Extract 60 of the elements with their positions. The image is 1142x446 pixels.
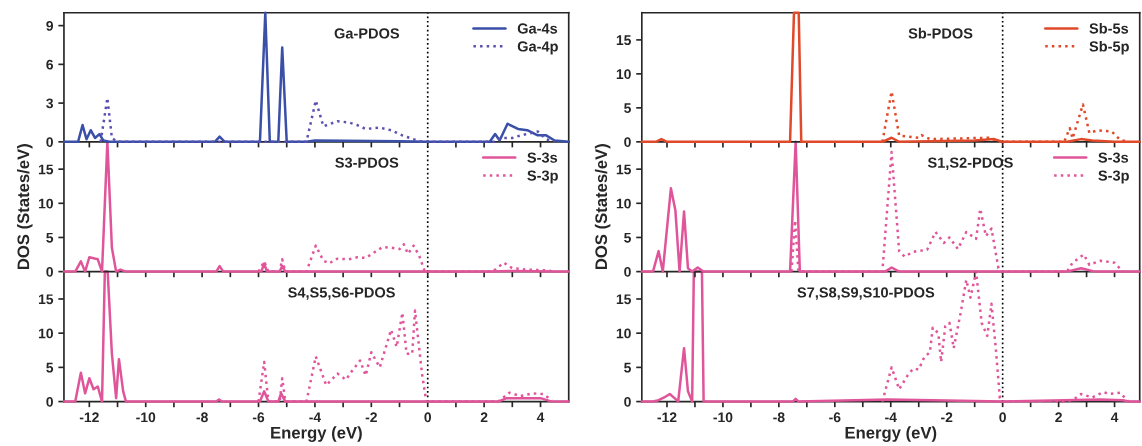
- y-axis-title: DOS (States/eV): [17, 144, 33, 270]
- y-tick-label: 15: [616, 294, 631, 305]
- y-tick-label: 9: [46, 20, 54, 31]
- y-tick-label: 6: [46, 59, 54, 70]
- y-tick-label: 10: [38, 328, 53, 339]
- x-tick-label: -2: [941, 412, 953, 423]
- y-tick-label: 5: [624, 362, 631, 373]
- legend-label: S-3p: [1098, 170, 1129, 184]
- y-tick-label: 0: [624, 396, 631, 407]
- y-tick-label: 0: [46, 396, 53, 407]
- y-tick-label: 0: [46, 266, 53, 277]
- y-tick-label: 15: [38, 294, 54, 305]
- y-tick-label: 5: [46, 362, 54, 373]
- y-tick-label: 10: [616, 69, 631, 80]
- x-tick-label: -6: [252, 412, 265, 423]
- y-tick-label: 5: [624, 232, 631, 243]
- y-tick-label: 0: [46, 137, 53, 147]
- x-tick-label: 0: [424, 412, 432, 423]
- x-tick-label: -10: [713, 412, 733, 423]
- y-tick-label: 3: [46, 98, 54, 109]
- y-tick-label: 5: [46, 232, 54, 243]
- y-tick-label: 10: [38, 198, 53, 209]
- x-tick-label: 2: [480, 412, 488, 423]
- legend-label: Ga-4s: [517, 23, 558, 34]
- annotation: S3-PDOS: [335, 157, 399, 168]
- legend-label: S-3s: [1098, 152, 1129, 163]
- x-tick-label: 0: [999, 412, 1006, 423]
- y-tick-label: 0: [624, 137, 631, 147]
- x-tick-label: -2: [365, 412, 377, 423]
- annotation: Sb-PDOS: [908, 27, 973, 39]
- y-tick-label: 5: [624, 103, 631, 114]
- x-tick-label: -6: [829, 412, 841, 423]
- x-axis-title: Energy (eV): [845, 426, 937, 442]
- annotation: Ga-PDOS: [334, 28, 400, 39]
- x-tick-label: 2: [1055, 412, 1062, 423]
- legend-label: Ga-4p: [517, 41, 558, 55]
- x-tick-label: 4: [536, 412, 545, 423]
- legend-label: S-3p: [527, 170, 558, 184]
- x-tick-label: -12: [79, 412, 99, 423]
- x-tick-label: -8: [773, 412, 785, 423]
- y-tick-label: 10: [616, 328, 631, 339]
- y-tick-label: 15: [616, 35, 631, 46]
- x-tick-label: 4: [1110, 412, 1119, 423]
- x-tick-label: -12: [657, 412, 677, 423]
- annotation: S7,S8,S9,S10-PDOS: [797, 287, 935, 300]
- legend-label: Sb-5p: [1089, 40, 1129, 55]
- y-tick-label: 10: [616, 198, 631, 209]
- annotation: S4,S5,S6-PDOS: [288, 287, 395, 300]
- x-tick-label: -10: [136, 412, 156, 423]
- x-tick-label: -8: [196, 412, 208, 423]
- x-tick-label: -4: [885, 412, 897, 423]
- legend-label: S-3s: [527, 152, 558, 163]
- y-tick-label: 15: [38, 164, 54, 175]
- y-axis-title: DOS (States/eV): [594, 144, 611, 270]
- y-tick-label: 15: [616, 164, 631, 175]
- legend-label: Sb-5s: [1089, 22, 1129, 34]
- x-tick-label: -4: [309, 412, 322, 423]
- annotation: S1,S2-PDOS: [927, 157, 1013, 170]
- y-tick-label: 0: [624, 266, 631, 277]
- x-axis-title: Energy (eV): [271, 426, 362, 442]
